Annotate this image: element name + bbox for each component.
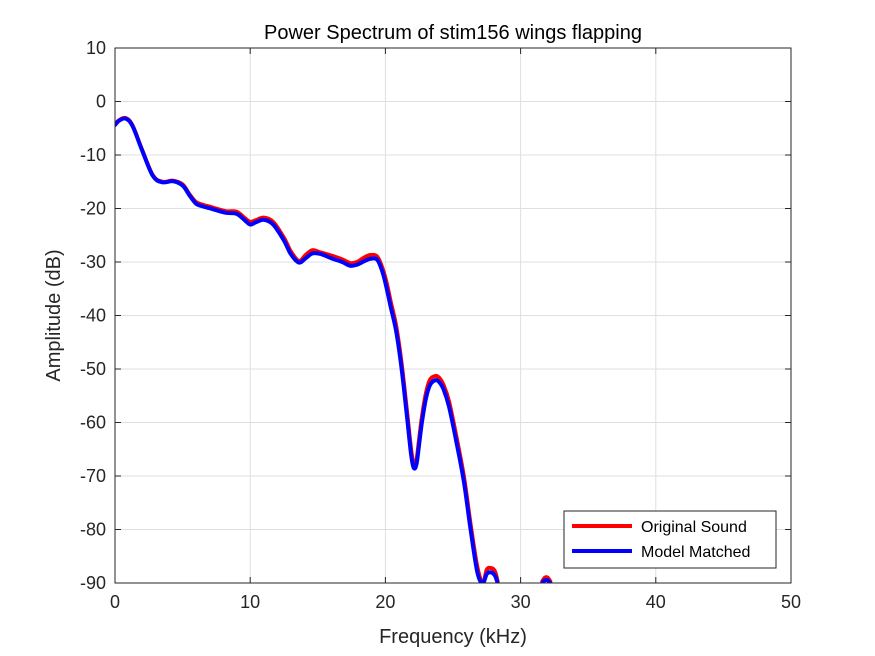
ticks: 0 10 20 30 40 50 10 0 -10 -20 -30 -40 -50 -60 -70 -80 -9… [80, 38, 801, 612]
y-tick-label: -10 [80, 145, 106, 165]
y-tick-label: -50 [80, 359, 106, 379]
x-tick-label: 10 [240, 592, 260, 612]
y-tick-label: -20 [80, 199, 106, 219]
y-axis-label: Amplitude (dB) [43, 249, 65, 381]
x-tick-label: 0 [110, 592, 120, 612]
y-tick-label: -70 [80, 466, 106, 486]
legend-label-model-matched: Model Matched [641, 544, 750, 561]
series-line-model-matched [540, 577, 553, 583]
plot-area [115, 115, 553, 583]
legend: Original Sound Model Matched [563, 510, 777, 569]
series-line-model-matched [115, 116, 500, 583]
y-tick-label: -60 [80, 413, 106, 433]
x-tick-label: 40 [646, 592, 666, 612]
series-lines [115, 115, 553, 583]
y-tick-label: -80 [80, 520, 106, 540]
y-tick-label: 0 [96, 92, 106, 112]
chart-title: Power Spectrum of stim156 wings flapping [264, 22, 642, 44]
legend-label-original-sound: Original Sound [641, 519, 747, 536]
x-tick-label: 30 [511, 592, 531, 612]
y-tick-label: -90 [80, 573, 106, 593]
x-axis-label: Frequency (kHz) [379, 626, 527, 648]
x-tick-label: 20 [375, 592, 395, 612]
y-tick-label: -30 [80, 252, 106, 272]
legend-box [563, 510, 777, 569]
x-tick-label: 50 [781, 592, 801, 612]
y-tick-label: 10 [86, 38, 106, 58]
y-tick-label: -40 [80, 306, 106, 326]
